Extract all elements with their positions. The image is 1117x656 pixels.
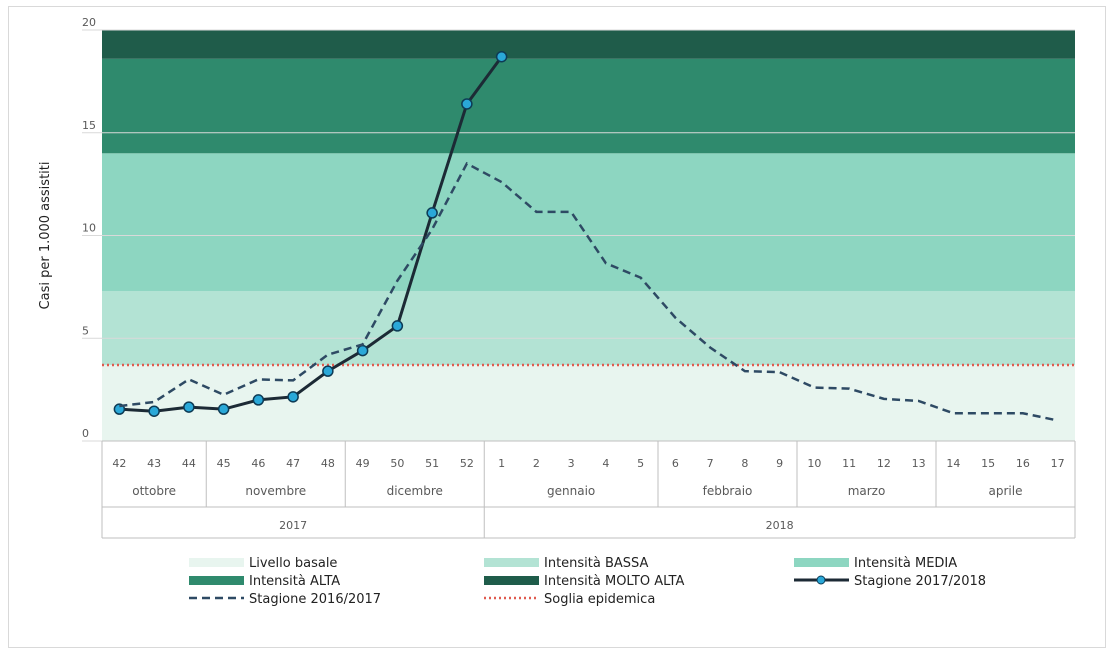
data-point xyxy=(495,50,508,63)
x-tick-week: 44 xyxy=(182,457,196,470)
month-label: gennaio xyxy=(547,484,595,498)
x-tick-week: 13 xyxy=(912,457,926,470)
legend-item: Intensità MOLTO ALTA xyxy=(484,574,684,589)
legend-label: Intensità MEDIA xyxy=(854,556,957,571)
x-tick-week: 15 xyxy=(981,457,995,470)
data-point xyxy=(461,98,473,110)
x-tick-week: 9 xyxy=(776,457,783,470)
y-tick-label: 5 xyxy=(82,324,89,337)
data-point xyxy=(356,344,369,357)
x-tick-week: 17 xyxy=(1051,457,1065,470)
x-tick-week: 48 xyxy=(321,457,335,470)
x-tick-week: 5 xyxy=(637,457,644,470)
intensity-bands xyxy=(102,30,1075,441)
data-point xyxy=(148,405,160,417)
legend-label: Intensità BASSA xyxy=(544,556,649,571)
chart-frame: 0 5 10 15 20 42 43 44 45 46 47 48 49 50 51 52 1 2 3 4 5 6 7 8 9… xyxy=(8,6,1106,648)
legend-item: Soglia epidemica xyxy=(484,592,655,607)
data-point xyxy=(217,403,230,415)
legend-swatch xyxy=(794,558,849,567)
legend-swatch xyxy=(484,576,539,585)
x-tick-week: 11 xyxy=(842,457,856,470)
month-label: dicembre xyxy=(387,484,443,498)
x-tick-week: 16 xyxy=(1016,457,1030,470)
legend-label: Stagione 2016/2017 xyxy=(249,592,381,607)
x-tick-week: 14 xyxy=(946,457,960,470)
legend-label: Intensità ALTA xyxy=(249,574,340,589)
x-tick-week: 1 xyxy=(498,457,505,470)
month-label: novembre xyxy=(245,484,306,498)
legend-swatch xyxy=(484,558,539,567)
y-tick-label: 15 xyxy=(82,119,96,132)
year-label: 2018 xyxy=(766,519,794,532)
x-tick-week: 49 xyxy=(356,457,370,470)
legend-item: Intensità ALTA xyxy=(189,574,340,589)
y-tick-label: 10 xyxy=(82,222,96,235)
band-intensit-molto-alta xyxy=(102,30,1075,59)
y-axis-label: Casi per 1.000 assistiti xyxy=(38,162,53,310)
legend-label: Soglia epidemica xyxy=(544,592,655,607)
x-tick-week: 6 xyxy=(672,457,679,470)
month-label: aprile xyxy=(989,484,1023,498)
legend-label: Stagione 2017/2018 xyxy=(854,574,986,589)
y-tick-label: 0 xyxy=(82,427,89,440)
month-label: marzo xyxy=(848,484,886,498)
legend-swatch xyxy=(189,576,244,585)
legend-item: Intensità MEDIA xyxy=(794,556,957,571)
x-tick-week: 42 xyxy=(112,457,126,470)
y-tick-label: 20 xyxy=(82,16,96,29)
axes: 42 43 44 45 46 47 48 49 50 51 52 1 2 3 4 5 6 7 8 9 10 11 12 13 1… xyxy=(101,440,1076,539)
legend-marker xyxy=(816,575,826,585)
data-point xyxy=(322,365,334,377)
data-point xyxy=(252,394,265,406)
x-tick-week: 52 xyxy=(460,457,474,470)
data-point xyxy=(426,207,438,219)
x-tick-week: 10 xyxy=(807,457,821,470)
data-point xyxy=(287,391,299,403)
x-tick-week: 51 xyxy=(425,457,439,470)
x-tick-week: 3 xyxy=(568,457,575,470)
series-layer xyxy=(102,50,1075,422)
legend-label: Livello basale xyxy=(249,556,337,571)
band-intensit-media xyxy=(102,153,1075,291)
month-label: febbraio xyxy=(703,484,753,498)
x-tick-week: 2 xyxy=(533,457,540,470)
x-tick-week: 47 xyxy=(286,457,300,470)
band-intensit-bassa xyxy=(102,290,1075,365)
x-tick-week: 46 xyxy=(251,457,265,470)
x-tick-week: 50 xyxy=(390,457,404,470)
x-tick-week: 7 xyxy=(707,457,714,470)
data-point xyxy=(183,401,195,413)
legend-swatch xyxy=(189,558,244,567)
legend-label: Intensità MOLTO ALTA xyxy=(544,574,684,589)
legend-item: Livello basale xyxy=(189,556,337,571)
band-intensit-alta xyxy=(102,58,1075,154)
year-label: 2017 xyxy=(279,519,307,532)
x-tick-week: 8 xyxy=(741,457,748,470)
band-livello-basale xyxy=(102,364,1075,441)
legend-item: Stagione 2016/2017 xyxy=(189,592,381,607)
series-line-2016-2017 xyxy=(119,161,1058,422)
series-line-2017-2018 xyxy=(119,55,503,413)
month-label: ottobre xyxy=(132,484,176,498)
legend-item: Intensità BASSA xyxy=(484,556,649,571)
legend: Livello basale Intensità BASSA Intensità M… xyxy=(189,556,986,607)
x-tick-week: 43 xyxy=(147,457,161,470)
data-point xyxy=(391,320,404,332)
x-tick-week: 45 xyxy=(217,457,231,470)
legend-item: Stagione 2017/2018 xyxy=(794,574,986,589)
x-tick-week: 4 xyxy=(602,457,609,470)
x-tick-week: 12 xyxy=(877,457,891,470)
